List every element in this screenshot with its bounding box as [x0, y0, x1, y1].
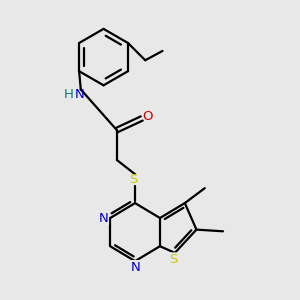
Text: H: H: [64, 88, 74, 101]
Text: S: S: [129, 173, 138, 186]
Text: O: O: [142, 110, 153, 123]
Text: N: N: [99, 212, 108, 224]
Text: N: N: [131, 261, 141, 274]
Text: N: N: [74, 88, 84, 101]
Text: S: S: [169, 253, 177, 266]
